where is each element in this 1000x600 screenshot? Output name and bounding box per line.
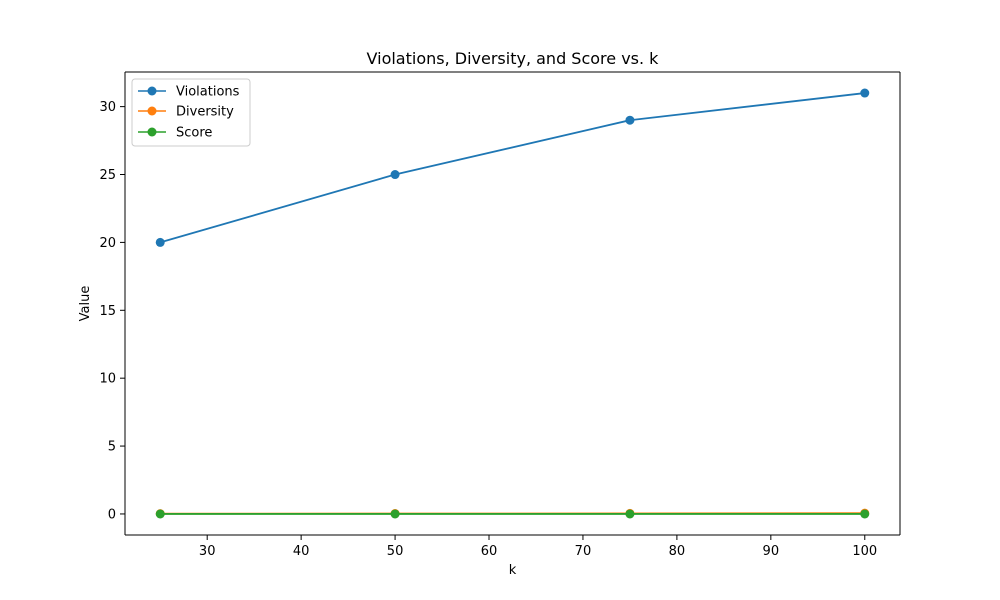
chart-title: Violations, Diversity, and Score vs. k: [367, 49, 660, 68]
data-point-score: [625, 509, 635, 519]
x-tick-label: 40: [293, 544, 310, 559]
legend-label-diversity: Diversity: [176, 105, 234, 120]
series-layer: [155, 88, 870, 519]
series-line-violations: [159, 92, 865, 244]
y-axis-label: Value: [78, 286, 93, 322]
x-tick-label: 50: [387, 544, 404, 559]
series-score: [155, 509, 870, 519]
data-point-score: [390, 509, 400, 519]
y-tick-label: 0: [108, 507, 116, 522]
x-axis-label: k: [509, 563, 517, 578]
x-tick-label: 60: [481, 544, 498, 559]
data-point-violations: [390, 170, 400, 180]
plot-frame: [124, 71, 901, 536]
legend-item-diversity: Diversity: [138, 105, 234, 120]
plot-area: [125, 72, 900, 535]
y-tick-label: 20: [99, 236, 116, 251]
data-point-score: [860, 509, 870, 519]
legend-marker-diversity: [147, 106, 157, 116]
y-tick-label: 10: [99, 372, 116, 387]
data-point-violations: [860, 88, 870, 98]
y-tick-label: 25: [99, 168, 116, 183]
x-tick-label: 30: [199, 544, 216, 559]
legend: Violations Diversity Score: [131, 78, 251, 147]
data-point-violations: [155, 237, 165, 247]
x-tick-label: 70: [575, 544, 592, 559]
data-point-score: [155, 509, 165, 519]
x-tick-label: 90: [763, 544, 780, 559]
legend-label-violations: Violations: [176, 85, 240, 100]
x-tick-label: 80: [669, 544, 686, 559]
legend-label-score: Score: [176, 126, 212, 141]
legend-marker-score: [147, 127, 157, 137]
y-tick-label: 15: [99, 304, 116, 319]
y-tick-label: 5: [108, 440, 116, 455]
series-violations: [155, 88, 870, 247]
legend-item-score: Score: [138, 126, 212, 141]
legend-item-violations: Violations: [138, 85, 240, 100]
legend-box: [131, 78, 251, 147]
legend-marker-violations: [147, 86, 157, 96]
y-axis-ticks: 0 5 10 15 20 25 30: [99, 100, 125, 522]
data-point-violations: [625, 115, 635, 125]
x-axis-ticks: 30 40 50 60 70 80 90 100: [199, 535, 877, 559]
x-tick-label: 100: [852, 544, 877, 559]
y-tick-label: 30: [99, 100, 116, 115]
